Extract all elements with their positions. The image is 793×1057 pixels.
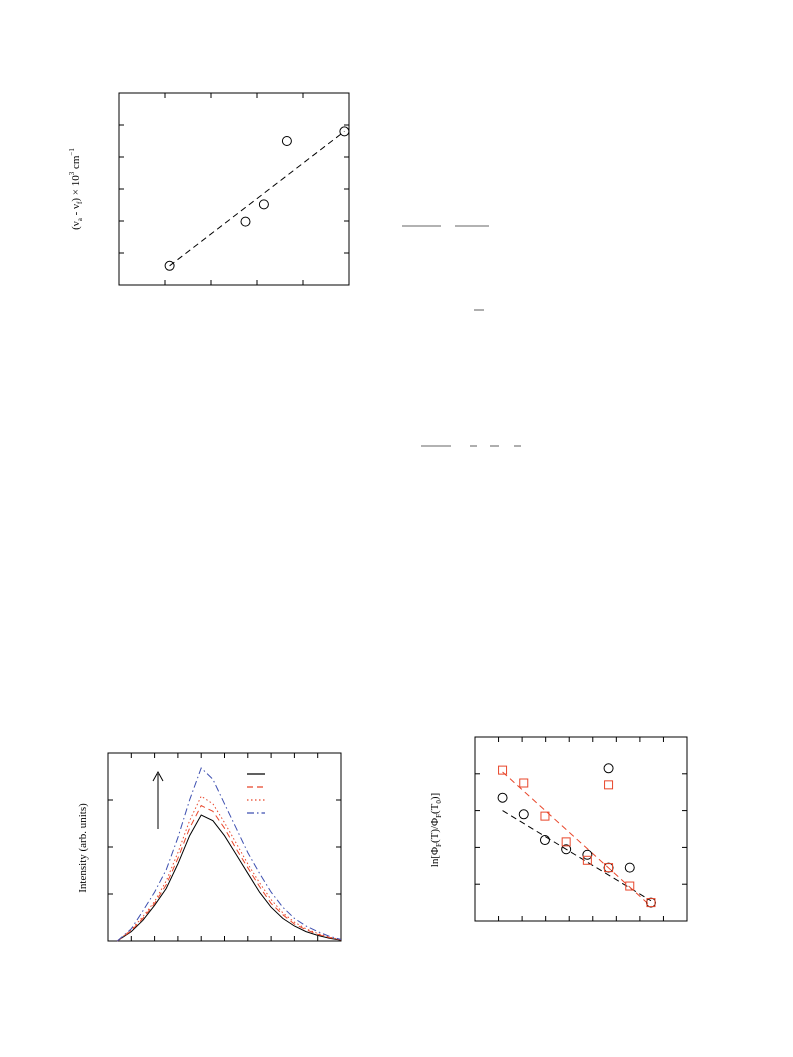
chart3-fit-line-2 [502, 771, 652, 907]
chart3-ticks [475, 737, 687, 921]
chart3-square-point [540, 811, 550, 821]
chart-band-gap-scatter: (νa - νf) × 103 cm−1 [68, 92, 350, 286]
chart3-circle-point [624, 862, 635, 873]
chart2-marks [116, 767, 342, 942]
chart3-square-point [625, 881, 635, 891]
chart3-square-point [646, 898, 656, 908]
chart1-data-point [258, 199, 269, 210]
chart2-legend [247, 773, 265, 814]
chart3-y-axis-label: ln[ΦF(T)/ΦF(T0)] [429, 793, 443, 867]
chart3-marks [497, 763, 656, 908]
chart3-square-point [582, 855, 592, 865]
chart3-square-point [561, 837, 571, 847]
chart3-square-point [519, 778, 529, 788]
chart1-plot-frame [118, 92, 350, 286]
chart2-plot-frame [107, 752, 342, 942]
chart2-series-line-4 [116, 767, 342, 942]
chart2-ticks [108, 753, 341, 941]
chart1-data-point [339, 126, 350, 137]
chart1-data-point [240, 216, 251, 227]
chart3-circle-point [518, 809, 529, 820]
chart3-plot-frame [474, 736, 688, 922]
chart3-circle-point [497, 792, 508, 803]
chart3-fit-line-1 [502, 810, 652, 902]
chart1-marks [164, 126, 350, 271]
chart2-series-line-3 [116, 795, 342, 942]
stray-text-fragments [402, 225, 521, 447]
chart1-data-point [164, 260, 175, 271]
chart3-circle-point [561, 844, 572, 855]
chart1-y-axis-label: (νa - νf) × 103 cm−1 [68, 148, 84, 230]
chart3-square-point [604, 780, 614, 790]
chart3-circle-point [582, 849, 593, 860]
chart3-circle-point [645, 897, 656, 908]
chart2-y-axis-label: Intensity (arb. units) [77, 803, 89, 893]
chart2-series-line-2 [117, 804, 342, 942]
chart1-data-point [281, 136, 292, 146]
chart3-square-point [604, 863, 614, 873]
chart-emission-spectra: Intensity (arb. units) [77, 752, 342, 942]
chart3-circle-point [603, 763, 614, 774]
chart2-series-line-1 [117, 814, 342, 942]
temperature-increase-arrow [152, 770, 164, 829]
chart3-square-point [498, 765, 508, 775]
chart1-fit-line [169, 131, 345, 267]
chart3-circle-point [539, 835, 550, 846]
chart-quantum-yield-log: ln[ΦF(T)/ΦF(T0)] [429, 736, 688, 922]
chart1-ticks [119, 93, 349, 285]
